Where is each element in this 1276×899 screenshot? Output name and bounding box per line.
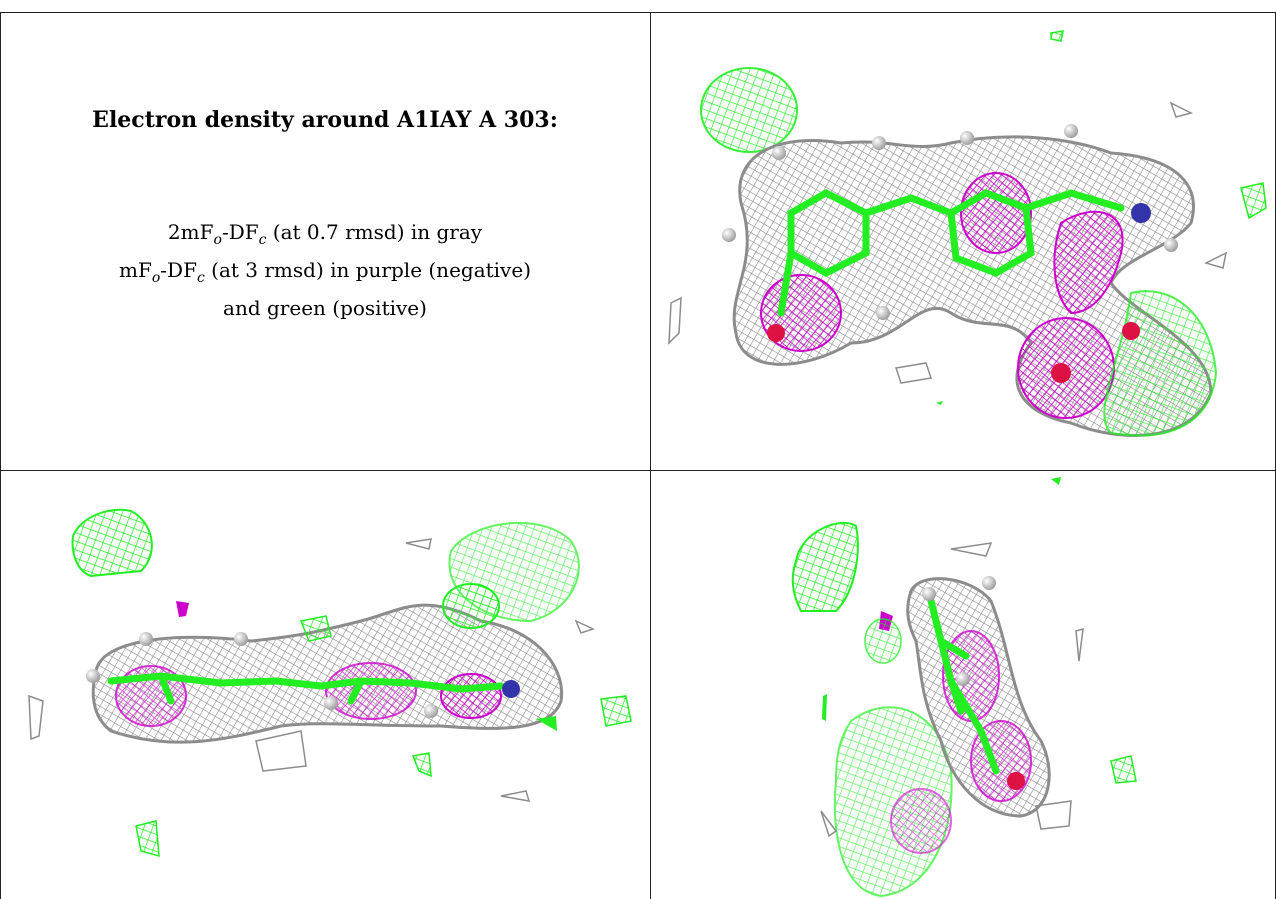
noise-fragments <box>820 542 1084 838</box>
heteroatoms <box>1007 772 1025 790</box>
positive-fragment-right <box>936 182 1267 405</box>
table-row-divider <box>0 470 1276 471</box>
density-view-bottom-left <box>28 508 632 858</box>
density-view-top-right <box>668 30 1267 437</box>
ligand-bonds <box>777 189 1125 317</box>
positive-blob-small <box>864 618 902 664</box>
caption-cell: Electron density around A1IAY A 303: 2mF… <box>0 12 650 470</box>
legend-line-difference: mFo-DFc (at 3 rmsd) in purple (negative) <box>119 258 531 286</box>
caption-legend: 2mFo-DFc (at 0.7 rmsd) in gray mFo-DFc (… <box>0 217 650 323</box>
table-left-border <box>0 12 1 899</box>
ligand-bonds <box>107 672 505 705</box>
hydrogen-atoms <box>86 632 438 718</box>
hydrogen-atoms <box>722 124 1178 320</box>
positive-fragments <box>135 695 632 858</box>
hydrogen-atoms <box>922 576 996 686</box>
noise-fragments <box>668 101 1228 384</box>
positive-blob-top-left <box>71 508 153 578</box>
positive-fragments <box>822 477 1137 784</box>
legend-line-positive: and green (positive) <box>223 296 427 320</box>
noise-fragments <box>28 538 596 802</box>
density-view-bottom-right <box>791 477 1137 898</box>
heteroatoms <box>502 680 520 698</box>
table-center-divider <box>650 12 651 899</box>
caption-title: Electron density around A1IAY A 303: <box>92 107 558 133</box>
ligand-bonds <box>927 597 1000 775</box>
table-top-border <box>0 12 1276 13</box>
heteroatoms <box>767 203 1151 383</box>
positive-blob-left <box>700 67 798 153</box>
positive-blob-center <box>299 583 500 642</box>
positive-blob-top-left <box>791 521 859 612</box>
legend-line-gray: 2mFo-DFc (at 0.7 rmsd) in gray <box>167 220 483 248</box>
positive-blob-small-top <box>1050 30 1064 42</box>
